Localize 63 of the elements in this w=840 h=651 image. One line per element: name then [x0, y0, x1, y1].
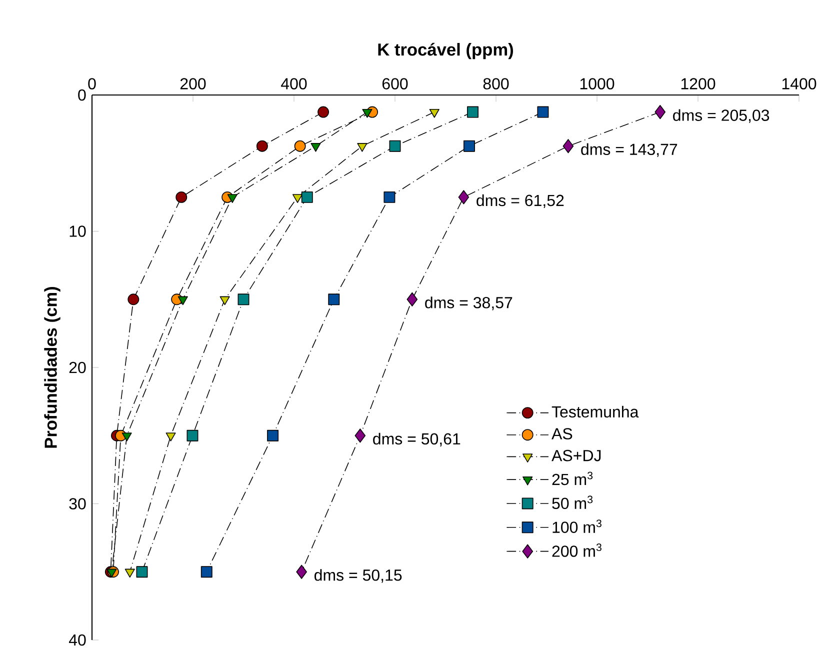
point	[128, 294, 140, 306]
point	[354, 428, 366, 443]
x-tick-label: 1200	[681, 78, 716, 90]
y-tick-label: 30	[69, 498, 86, 510]
point	[429, 108, 440, 118]
y-tick-label: 40	[68, 634, 86, 646]
annotation: dms = 61,52	[476, 194, 564, 208]
point	[220, 296, 230, 306]
x-tick-label: 600	[382, 78, 408, 90]
y-axis-title: Profundidades (cm)	[44, 286, 60, 448]
legend-label: 25 m$^{3}$	[552, 472, 593, 486]
y-tick-label: 10	[70, 226, 86, 237]
x-tick-label: 800	[483, 78, 509, 90]
y-tick-label: 0	[78, 89, 86, 101]
point	[458, 190, 470, 204]
point	[256, 140, 268, 152]
annotation: dms = 50,15	[314, 569, 402, 583]
point	[467, 106, 479, 118]
point	[357, 143, 368, 152]
point	[267, 430, 279, 442]
point	[301, 191, 313, 203]
point	[406, 292, 418, 306]
annotation: dms = 38,57	[425, 296, 512, 310]
x-tick-label: 1000	[580, 78, 614, 90]
point	[537, 106, 549, 118]
point	[389, 140, 401, 152]
point	[238, 294, 250, 306]
point	[464, 140, 475, 152]
point	[200, 566, 212, 578]
point	[654, 104, 666, 120]
point	[384, 191, 396, 203]
legend-label: AS	[552, 428, 572, 440]
point	[328, 294, 340, 306]
annotation: dms = 50,61	[373, 432, 460, 446]
point	[176, 191, 188, 203]
y-tick-label: 20	[69, 362, 86, 374]
annotation: dms = 143,77	[581, 143, 678, 157]
legend-label: 50 m$^{3}$	[552, 496, 593, 510]
x-tick-label: 0	[88, 78, 96, 90]
point	[166, 432, 176, 442]
point	[292, 194, 303, 203]
point	[318, 106, 330, 118]
point	[136, 566, 148, 578]
point	[362, 108, 372, 118]
x-tick-label: 400	[281, 78, 307, 90]
point	[106, 568, 117, 578]
point	[122, 432, 132, 442]
point	[562, 139, 574, 154]
x-tick-label: 200	[180, 78, 206, 90]
point	[294, 140, 306, 152]
point	[178, 296, 188, 306]
x-tick-label: 1400	[782, 78, 816, 90]
legend-label: 200 m$^{3}$	[552, 544, 602, 557]
point	[186, 430, 198, 442]
point	[310, 143, 321, 152]
legend-label: 100 m$^{3}$	[552, 520, 602, 533]
legend-label: AS+DJ	[552, 450, 601, 462]
x-axis-title: K trocável (ppm)	[378, 42, 514, 60]
legend-label: Testemunha	[552, 406, 639, 418]
point	[227, 194, 238, 203]
point	[296, 564, 307, 579]
point	[124, 568, 135, 578]
annotation: dms = 205,03	[673, 109, 770, 123]
